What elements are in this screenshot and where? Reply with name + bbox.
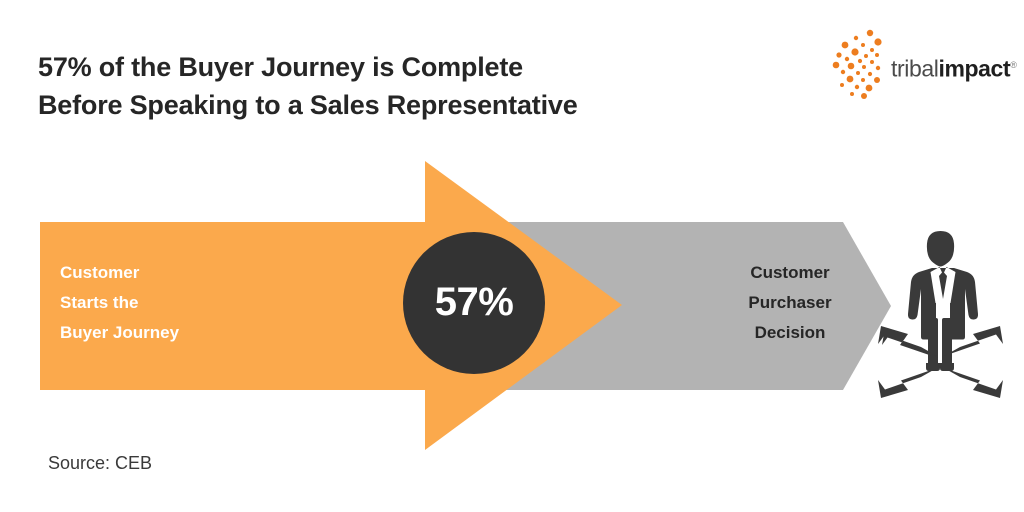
percentage-badge-value: 57% bbox=[434, 280, 514, 324]
logo-dots-icon bbox=[832, 29, 882, 99]
businessman-with-diverging-arrows-icon bbox=[878, 231, 1003, 398]
logo-wordmark: tribalimpact® bbox=[891, 54, 1017, 82]
page-title-line-2: Before Speaking to a Sales Representativ… bbox=[38, 90, 578, 120]
stage-label-decision: Customer Purchaser Decision bbox=[690, 258, 890, 348]
stage-label-start-line-2: Starts the bbox=[60, 293, 139, 312]
stage-label-start: Customer Starts the Buyer Journey bbox=[60, 258, 179, 348]
logo-word-tribal: tribal bbox=[891, 55, 939, 82]
registered-mark-icon: ® bbox=[1010, 60, 1017, 70]
logo-word-impact: impact bbox=[938, 55, 1011, 82]
page-title-line-1: 57% of the Buyer Journey is Complete bbox=[38, 52, 523, 82]
percentage-badge-circle bbox=[403, 232, 545, 374]
stage-label-decision-line-2: Purchaser bbox=[748, 293, 832, 312]
page-title: 57% of the Buyer Journey is Complete Bef… bbox=[38, 48, 678, 124]
stage-label-decision-line-3: Decision bbox=[754, 323, 826, 342]
stage-label-start-line-1: Customer bbox=[60, 263, 140, 282]
stage-label-start-line-3: Buyer Journey bbox=[60, 323, 180, 342]
stage-label-decision-line-1: Customer bbox=[750, 263, 830, 282]
source-caption: Source: CEB bbox=[48, 453, 153, 473]
brand-logo: tribalimpact® bbox=[830, 28, 1017, 100]
